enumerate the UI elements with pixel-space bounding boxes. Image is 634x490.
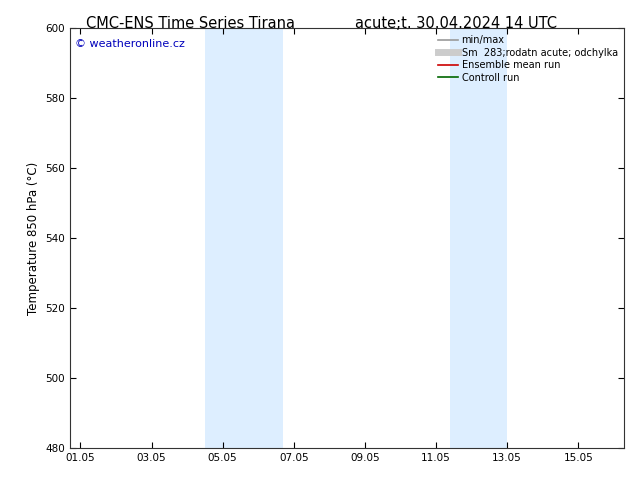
Bar xyxy=(450,28,507,448)
Legend: min/max, Sm  283;rodatn acute; odchylka, Ensemble mean run, Controll run: min/max, Sm 283;rodatn acute; odchylka, … xyxy=(436,33,619,84)
Text: CMC-ENS Time Series Tirana: CMC-ENS Time Series Tirana xyxy=(86,16,295,31)
Text: © weatheronline.cz: © weatheronline.cz xyxy=(75,39,185,49)
Y-axis label: Temperature 850 hPa (°C): Temperature 850 hPa (°C) xyxy=(27,162,39,315)
Text: acute;t. 30.04.2024 14 UTC: acute;t. 30.04.2024 14 UTC xyxy=(356,16,557,31)
Bar xyxy=(205,28,283,448)
